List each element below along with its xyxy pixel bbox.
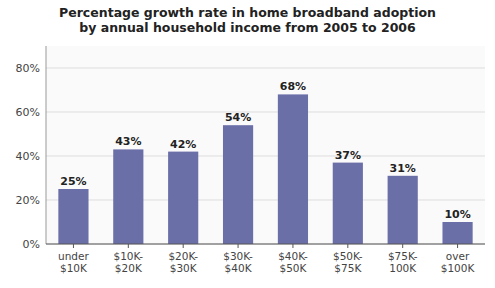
data-label: 37% bbox=[335, 149, 361, 162]
bar bbox=[388, 176, 418, 244]
bar bbox=[168, 152, 198, 244]
data-label: 54% bbox=[225, 111, 251, 124]
title: Percentage growth rate in home broadband… bbox=[59, 5, 436, 35]
x-tick-label: $10K-$20K bbox=[114, 250, 144, 274]
x-tick-label: $40K-$50K bbox=[278, 250, 308, 274]
text-line: $50K bbox=[279, 262, 307, 274]
text-line: over bbox=[446, 250, 470, 262]
text-line: $50K- bbox=[333, 250, 363, 262]
text-line: Percentage growth rate in home broadband… bbox=[59, 5, 436, 20]
text-line: $100K bbox=[441, 262, 476, 274]
text-line: $20K- bbox=[168, 250, 198, 262]
grid-line bbox=[46, 244, 485, 245]
text-line: $75K bbox=[334, 262, 362, 274]
text-line: $10K- bbox=[114, 250, 144, 262]
bars bbox=[58, 94, 472, 244]
data-label: 25% bbox=[60, 175, 86, 188]
data-label: 42% bbox=[170, 138, 196, 151]
x-tick-label: $75K-100K bbox=[388, 250, 418, 274]
x-tick-label: over$100K bbox=[441, 250, 476, 274]
y-tick-label: 60% bbox=[16, 106, 40, 119]
data-label: 43% bbox=[115, 135, 141, 148]
x-tick bbox=[73, 244, 74, 248]
x-tick bbox=[457, 244, 458, 248]
text-line: under bbox=[58, 250, 89, 262]
x-axis-line bbox=[46, 244, 485, 245]
x-tick bbox=[183, 244, 184, 248]
data-label: 10% bbox=[444, 208, 470, 221]
bar bbox=[58, 189, 88, 244]
data-label: 31% bbox=[390, 162, 416, 175]
y-tick-label: 0% bbox=[23, 238, 40, 251]
text-line: $10K bbox=[60, 262, 88, 274]
grid-line bbox=[46, 156, 485, 157]
y-tick-label: 20% bbox=[16, 194, 40, 207]
text-line: $30K bbox=[170, 262, 198, 274]
grid-line bbox=[46, 200, 485, 201]
x-tick bbox=[128, 244, 129, 248]
text-line: $75K- bbox=[388, 250, 418, 262]
text-line: $40K- bbox=[278, 250, 308, 262]
text-line: $40K bbox=[225, 262, 253, 274]
bar bbox=[223, 125, 253, 244]
grid-line bbox=[46, 68, 485, 69]
chart-container: Percentage growth rate in home broadband… bbox=[0, 0, 495, 288]
y-axis-line bbox=[46, 46, 47, 244]
x-tick-label: $30K-$40K bbox=[223, 250, 253, 274]
y-tick-label: 40% bbox=[16, 150, 40, 163]
x-tick-label: $50K-$75K bbox=[333, 250, 363, 274]
data-label: 68% bbox=[280, 80, 306, 93]
bar bbox=[278, 94, 308, 244]
plot-background bbox=[46, 46, 485, 244]
x-tick bbox=[238, 244, 239, 248]
bar bbox=[442, 222, 472, 244]
text-line: $30K- bbox=[223, 250, 253, 262]
x-tick-label: $20K-$30K bbox=[168, 250, 198, 274]
x-tick bbox=[402, 244, 403, 248]
x-tick bbox=[292, 244, 293, 248]
bar bbox=[333, 163, 363, 244]
text-line: by annual household income from 2005 to … bbox=[79, 20, 416, 35]
x-tick-label: under$10K bbox=[58, 250, 89, 274]
text-line: $20K bbox=[115, 262, 143, 274]
y-tick-label: 80% bbox=[16, 62, 40, 75]
chart-svg: Percentage growth rate in home broadband… bbox=[0, 0, 495, 288]
grid-line bbox=[46, 112, 485, 113]
text-line: 100K bbox=[389, 262, 417, 274]
x-tick bbox=[347, 244, 348, 248]
bar bbox=[113, 149, 143, 244]
